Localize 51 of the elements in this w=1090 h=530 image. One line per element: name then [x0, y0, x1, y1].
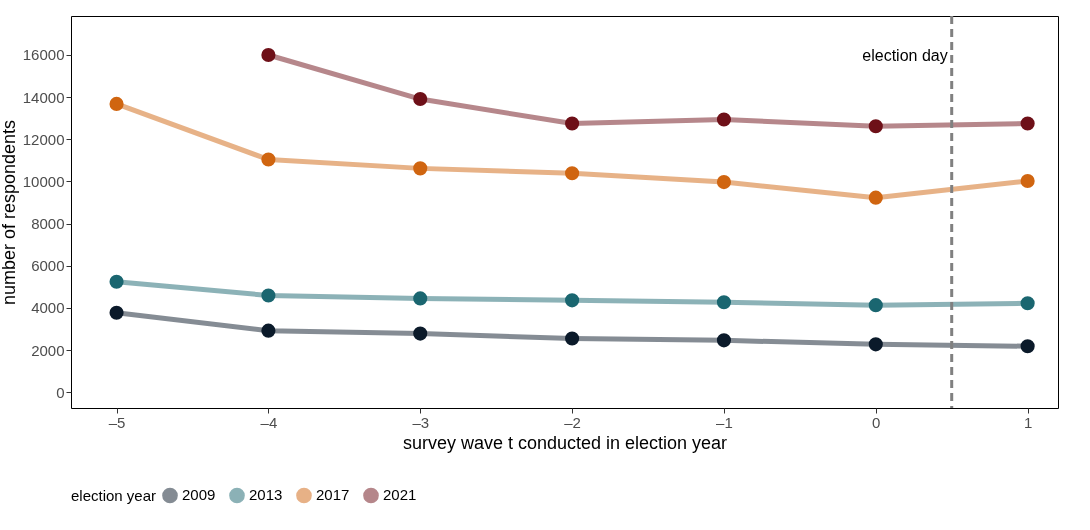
x-tick-label: –1	[716, 413, 733, 431]
point	[868, 337, 883, 352]
point	[261, 288, 276, 303]
point	[109, 305, 124, 320]
y-tick-label: 10000	[22, 172, 65, 190]
legend-label: 2017	[316, 486, 350, 504]
legend-label: 2009	[182, 486, 216, 504]
ref-line-label: election day	[862, 47, 948, 64]
x-tick-label: 1	[1023, 413, 1033, 431]
y-tick-label: 6000	[31, 257, 65, 275]
legend-label: 2021	[383, 486, 417, 504]
x-tick-label: –2	[564, 413, 581, 431]
x-tick-label: –4	[260, 413, 278, 431]
point	[1020, 116, 1035, 131]
point	[1020, 296, 1035, 311]
point	[716, 333, 732, 348]
point	[261, 323, 276, 338]
point	[1020, 173, 1035, 189]
y-tick-label: 0	[56, 383, 65, 401]
point	[261, 152, 276, 167]
point	[868, 190, 883, 205]
point	[716, 295, 732, 310]
point	[413, 91, 428, 107]
legend-label: 2013	[249, 486, 283, 504]
y-tick-label: 4000	[31, 299, 65, 317]
point	[868, 298, 883, 313]
x-tick-label: –3	[412, 413, 430, 431]
y-tick-label: 16000	[22, 46, 65, 64]
point	[716, 175, 732, 190]
point	[565, 293, 580, 308]
y-tick-label: 8000	[31, 215, 65, 233]
point	[109, 96, 124, 111]
point	[565, 166, 580, 181]
y-tick-label: 12000	[22, 130, 65, 148]
point	[413, 161, 428, 176]
y-axis-title: number of respondents	[0, 119, 19, 306]
y-tick-label: 14000	[22, 88, 65, 106]
point	[109, 274, 124, 289]
point	[1020, 339, 1035, 354]
point	[413, 291, 428, 306]
legend-title: election year	[71, 487, 157, 504]
point	[565, 331, 580, 346]
point	[413, 326, 428, 341]
x-axis-title: survey wave t conducted in election year	[402, 432, 728, 453]
x-tick-label: 0	[872, 413, 881, 431]
point	[565, 116, 580, 131]
point	[868, 119, 883, 134]
point	[716, 112, 732, 127]
y-tick-label: 2000	[31, 341, 65, 359]
x-tick-label: –5	[108, 413, 126, 431]
point	[261, 47, 276, 63]
